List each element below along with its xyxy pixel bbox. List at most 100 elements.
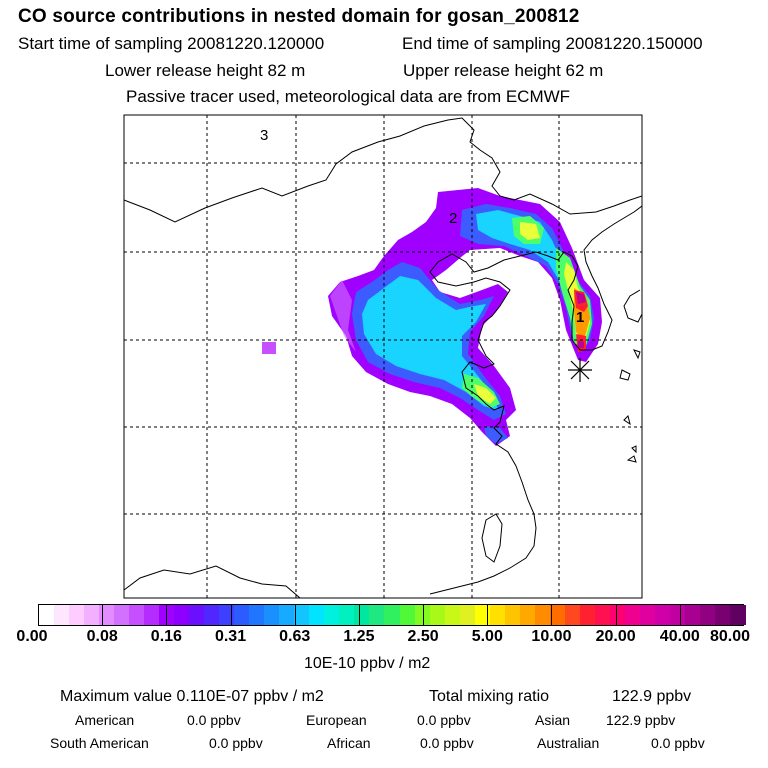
- colorbar-swatch: [204, 605, 220, 625]
- colorbar-swatch: [129, 605, 145, 625]
- station-asterisk-icon: [568, 358, 592, 382]
- south-american-value: 0.0 ppbv: [209, 735, 263, 751]
- colorbar-tick-label: 10.00: [531, 628, 572, 645]
- coastlines: [124, 117, 642, 598]
- colorbar-tick-label: 80.00: [709, 628, 751, 645]
- map-frame: [123, 114, 643, 599]
- colorbar-units: 10E-10 ppbv / m2: [304, 655, 431, 672]
- map-panel: 1 2 3: [123, 114, 643, 599]
- south-american-label: South American: [50, 735, 149, 751]
- colorbar-swatch: [54, 605, 70, 625]
- marker-3: 3: [260, 127, 268, 144]
- colorbar-tick-label: 20.00: [595, 628, 636, 645]
- colorbar-swatch: [324, 605, 340, 625]
- colorbar-swatch: [339, 605, 356, 625]
- colorbar-tick-label: 0.31: [214, 628, 247, 645]
- colorbar-swatch: [219, 605, 235, 625]
- colorbar-tick-label: 0.63: [279, 628, 311, 645]
- total-mixing-label: Total mixing ratio: [429, 688, 550, 705]
- colorbar-separator: [358, 605, 360, 625]
- colorbar-swatch: [474, 605, 491, 625]
- marker-1: 1: [576, 309, 584, 326]
- colorbar-separator: [679, 605, 681, 625]
- colorbar-swatch: [639, 605, 656, 625]
- korea-coast: [519, 205, 642, 351]
- islands: [619, 349, 641, 463]
- american-label: American: [75, 712, 135, 728]
- colorbar-tick-label: 1.25: [343, 628, 375, 645]
- colorbar-swatch: [369, 605, 386, 625]
- colorbar-swatch: [234, 605, 250, 625]
- colorbar-swatch: [294, 605, 310, 625]
- colorbar-swatch: [354, 605, 371, 625]
- colorbar-swatch: [249, 605, 265, 625]
- colorbar-swatch: [429, 605, 446, 625]
- border-north: [124, 117, 642, 223]
- colorbar-tick-label: 0.16: [150, 628, 182, 645]
- colorbar-swatch: [489, 605, 506, 625]
- colorbar-swatch: [684, 605, 701, 625]
- end-time: End time of sampling 20081220.150000: [402, 34, 703, 53]
- colorbar-swatch: [519, 605, 536, 625]
- colorbar-swatch: [669, 605, 686, 625]
- colorbar-swatch: [69, 605, 85, 625]
- lower-release-height: Lower release height 82 m: [105, 61, 306, 80]
- marker-2: 2: [449, 210, 457, 227]
- plume-green: [462, 216, 592, 408]
- colorbar-swatch: [384, 605, 401, 625]
- colorbar-swatch: [714, 605, 731, 625]
- plot-title: CO source contributions in nested domain…: [18, 6, 580, 27]
- plume-magenta: [576, 292, 586, 348]
- plume-south: [484, 426, 508, 444]
- colorbar-swatch: [594, 605, 611, 625]
- plume-light-violet: [330, 280, 356, 352]
- bohai-coast: [429, 253, 537, 595]
- colorbar-separator: [423, 605, 425, 625]
- lat-lon-grid: [124, 115, 642, 598]
- colorbar-swatch: [579, 605, 596, 625]
- start-time: Start time of sampling 20081220.120000: [18, 34, 325, 53]
- colorbar-swatch: [444, 605, 461, 625]
- total-mixing-value: 122.9 ppbv: [612, 688, 692, 705]
- australian-value: 0.0 ppbv: [651, 735, 705, 751]
- colorbar-swatch: [459, 605, 476, 625]
- upper-release-height: Upper release height 62 m: [403, 61, 604, 80]
- colorbar-swatch: [699, 605, 716, 625]
- colorbar-swatch: [399, 605, 416, 625]
- colorbar-tick-label: 5.00: [471, 628, 503, 645]
- colorbar-swatch: [414, 605, 431, 625]
- colorbar-swatch: [564, 605, 581, 625]
- colorbar-swatch: [729, 605, 746, 625]
- colorbar-separator: [294, 605, 296, 625]
- african-value: 0.0 ppbv: [420, 735, 474, 751]
- colorbar-swatch: [534, 605, 551, 625]
- african-label: African: [327, 735, 371, 751]
- max-value: Maximum value 0.110E-07 ppbv / m2: [60, 688, 324, 705]
- colorbar-swatch: [264, 605, 280, 625]
- colorbar-separator: [487, 605, 489, 625]
- colorbar-swatch: [654, 605, 671, 625]
- plume-cyan: [362, 210, 584, 410]
- european-label: European: [306, 712, 367, 728]
- colorbar-tick-label: 0.08: [86, 628, 118, 645]
- colorbar-swatch: [174, 605, 190, 625]
- colorbar-swatch: [114, 605, 130, 625]
- colorbar-swatch: [549, 605, 566, 625]
- colorbar-tick-label: 40.00: [659, 628, 700, 645]
- colorbar-swatch: [504, 605, 521, 625]
- colorbar-separator: [551, 605, 553, 625]
- colorbar-tick-label: 0.00: [16, 628, 48, 645]
- colorbar-swatch: [624, 605, 641, 625]
- colorbar-separator: [102, 605, 104, 625]
- colorbar-tick-label: 2.50: [407, 628, 439, 645]
- colorbar-separator: [166, 605, 168, 625]
- colorbar-swatch: [609, 605, 626, 625]
- colorbar-separator: [230, 605, 232, 625]
- colorbar-swatch: [144, 605, 160, 625]
- american-value: 0.0 ppbv: [187, 712, 241, 728]
- colorbar: [38, 604, 746, 626]
- tracer-info: Passive tracer used, meteorological data…: [126, 87, 571, 106]
- colorbar-swatch: [189, 605, 205, 625]
- plume-spot: [262, 342, 276, 354]
- asian-label: Asian: [535, 712, 571, 728]
